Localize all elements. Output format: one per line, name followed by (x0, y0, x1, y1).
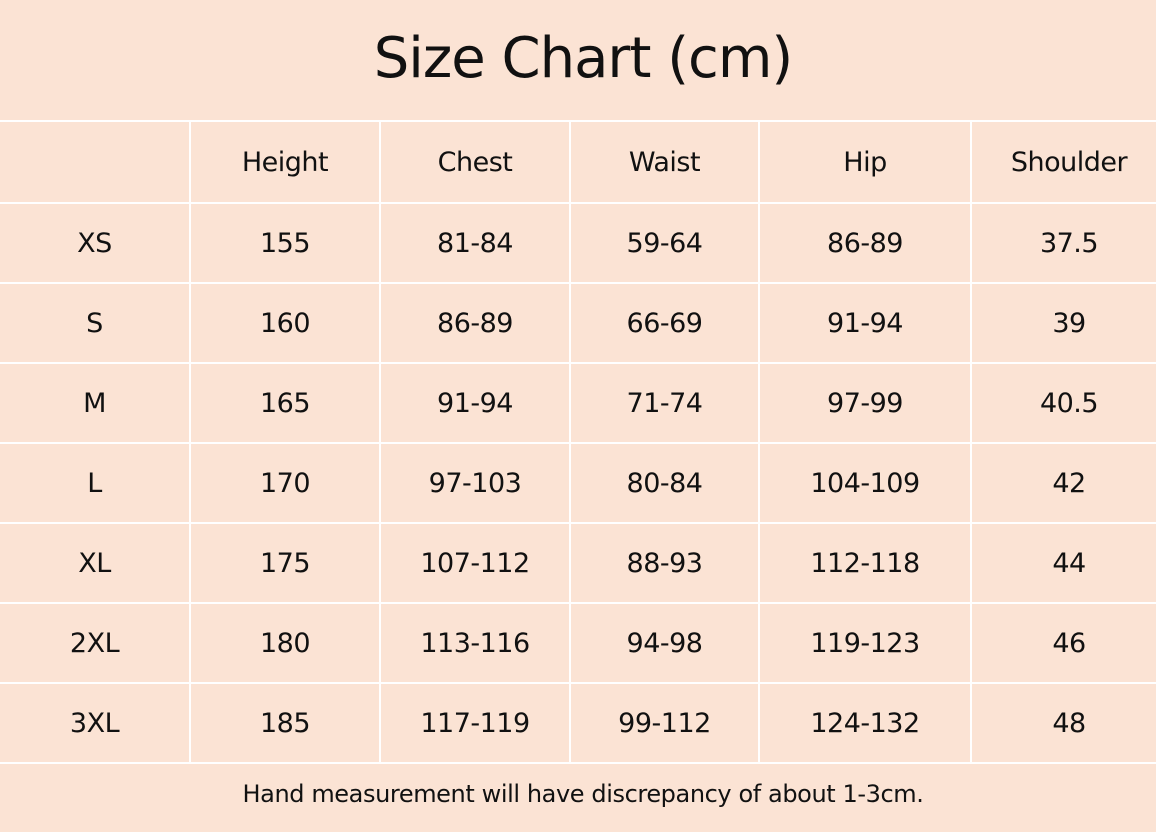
column-header: Hip (760, 122, 970, 202)
table-cell: 80-84 (571, 444, 758, 522)
footer-note: Hand measurement will have discrepancy o… (0, 764, 1156, 832)
table-cell: 59-64 (571, 204, 758, 282)
table-cell: 44 (972, 524, 1156, 602)
table-cell: 91-94 (760, 284, 970, 362)
column-header: Waist (571, 122, 758, 202)
table-cell: 71-74 (571, 364, 758, 442)
header-corner-cell (0, 122, 189, 202)
table-cell: 81-84 (381, 204, 569, 282)
table-cell: 86-89 (381, 284, 569, 362)
size-label-cell: 3XL (0, 684, 189, 762)
table-cell: 112-118 (760, 524, 970, 602)
table-cell: 86-89 (760, 204, 970, 282)
table-cell: 170 (191, 444, 379, 522)
table-cell: 160 (191, 284, 379, 362)
size-label-cell: XL (0, 524, 189, 602)
table-cell: 42 (972, 444, 1156, 522)
table-cell: 117-119 (381, 684, 569, 762)
size-label-cell: S (0, 284, 189, 362)
chart-title: Size Chart (cm) (0, 0, 1156, 120)
table-cell: 48 (972, 684, 1156, 762)
size-label-cell: L (0, 444, 189, 522)
table-cell: 94-98 (571, 604, 758, 682)
table-cell: 66-69 (571, 284, 758, 362)
table-cell: 97-103 (381, 444, 569, 522)
table-cell: 185 (191, 684, 379, 762)
table-cell: 165 (191, 364, 379, 442)
table-cell: 91-94 (381, 364, 569, 442)
table-cell: 175 (191, 524, 379, 602)
column-header: Height (191, 122, 379, 202)
table-cell: 39 (972, 284, 1156, 362)
size-label-cell: M (0, 364, 189, 442)
table-cell: 37.5 (972, 204, 1156, 282)
table-cell: 124-132 (760, 684, 970, 762)
table-cell: 99-112 (571, 684, 758, 762)
table-cell: 104-109 (760, 444, 970, 522)
table-cell: 46 (972, 604, 1156, 682)
table-cell: 40.5 (972, 364, 1156, 442)
size-label-cell: XS (0, 204, 189, 282)
table-cell: 119-123 (760, 604, 970, 682)
column-header: Shoulder (972, 122, 1156, 202)
column-header: Chest (381, 122, 569, 202)
table-cell: 155 (191, 204, 379, 282)
table-cell: 107-112 (381, 524, 569, 602)
table-cell: 113-116 (381, 604, 569, 682)
table-cell: 88-93 (571, 524, 758, 602)
table-cell: 97-99 (760, 364, 970, 442)
size-label-cell: 2XL (0, 604, 189, 682)
table-cell: 180 (191, 604, 379, 682)
